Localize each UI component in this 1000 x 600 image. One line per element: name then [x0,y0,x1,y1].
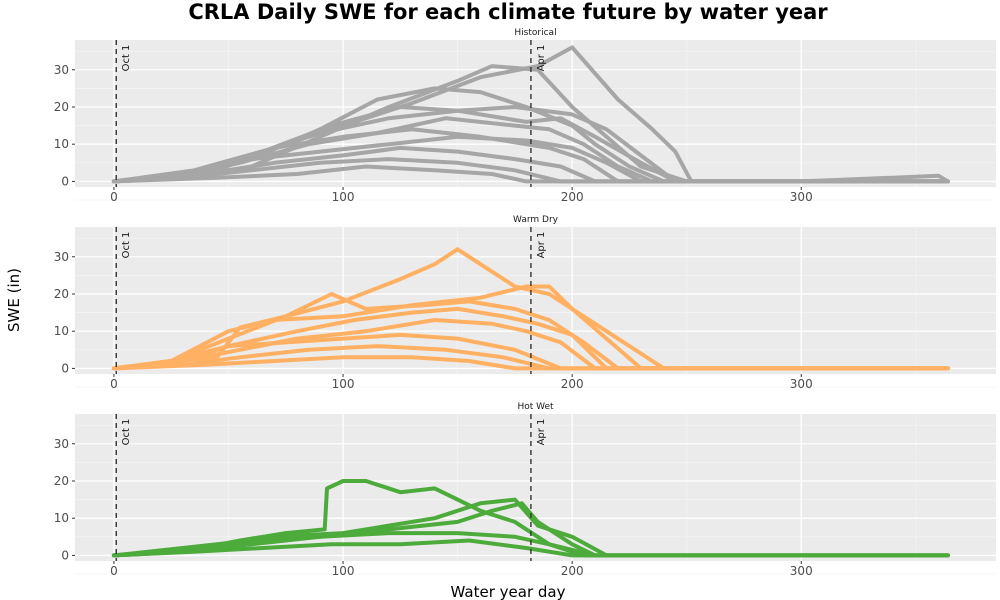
y-tick-label: 10 [54,511,69,525]
series-line-1 [111,284,950,371]
vline-label: Apr 1 [536,419,547,446]
series-line-7 [111,355,950,371]
panel-strip-label: Historical [514,28,556,38]
series-line-10 [111,164,950,184]
y-tick-label: 0 [61,361,69,375]
x-tick-label: 200 [561,190,584,204]
y-tick-label: 10 [54,137,69,151]
x-tick-label: 0 [110,564,118,578]
series-line-0 [111,247,950,371]
y-tick-label: 20 [54,100,69,114]
x-tick-label: 300 [790,564,813,578]
x-tick-label: 100 [332,377,355,391]
y-tick-label: 10 [54,324,69,338]
y-tick-label: 0 [61,548,69,562]
panel-0: Historical 0 100 200 300 0 10 20 30 Oct 1 Apr 1 [54,28,996,204]
x-tick-label: 200 [561,377,584,391]
x-tick-label: 300 [790,190,813,204]
series-line-1 [111,64,950,184]
chart-title: CRLA Daily SWE for each climate future b… [188,0,828,24]
panel-1: Warm Dry 0 100 200 300 0 10 20 30 Oct 1 Apr 1 [54,215,996,391]
x-tick-label: 0 [110,190,118,204]
x-tick-label: 100 [332,564,355,578]
x-tick-label: 200 [561,564,584,578]
x-tick-label: 300 [790,377,813,391]
x-axis-label: Water year day [451,583,566,600]
vline-label: Oct 1 [121,45,132,72]
panel-strip-label: Hot Wet [517,402,554,412]
vline-label: Apr 1 [536,232,547,259]
vline-label: Oct 1 [121,419,132,446]
vline-label: Apr 1 [536,45,547,72]
x-tick-label: 100 [332,190,355,204]
y-tick-label: 0 [61,174,69,188]
series-line-2 [111,86,950,184]
panel-2: Hot Wet 0 100 200 300 0 10 20 30 Oct 1 Apr 1 [54,402,996,578]
x-tick-label: 0 [110,377,118,391]
y-tick-label: 20 [54,287,69,301]
y-tick-label: 30 [54,437,69,451]
y-tick-label: 30 [54,250,69,264]
y-tick-label: 20 [54,474,69,488]
panel-strip-label: Warm Dry [513,215,559,225]
series-line-2 [111,292,950,371]
y-tick-label: 30 [54,63,69,77]
y-axis-label: SWE (in) [5,268,23,332]
vline-label: Oct 1 [121,232,132,259]
series-line-4 [111,538,950,558]
